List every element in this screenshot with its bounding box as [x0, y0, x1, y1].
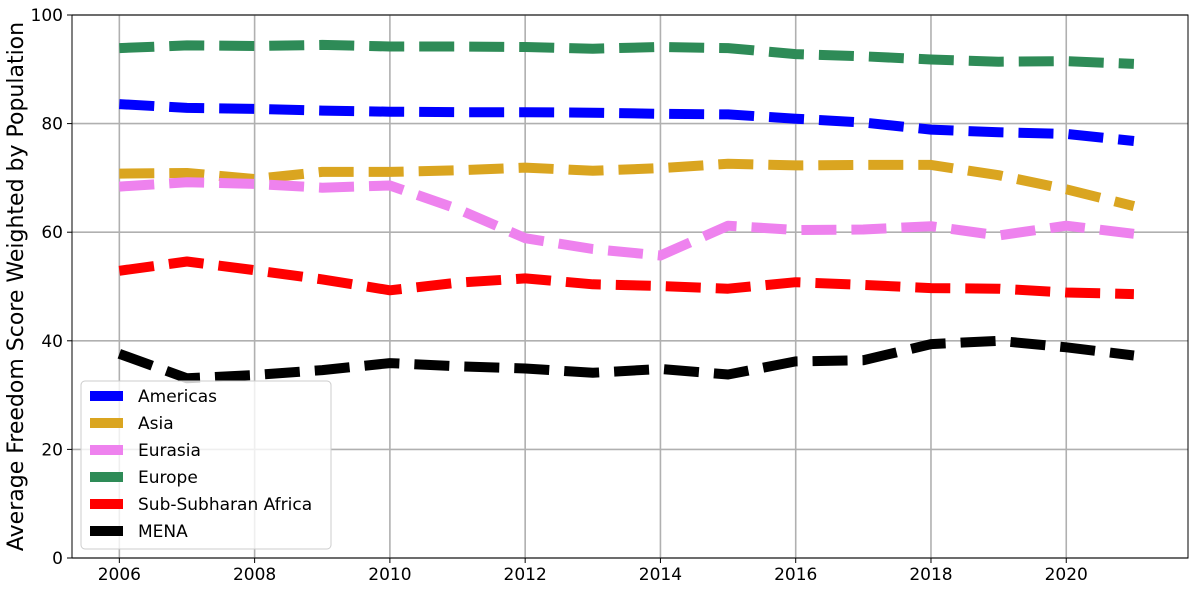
series-line-sub-subharan-africa — [118, 256, 1135, 300]
y-tick-label: 20 — [41, 440, 63, 460]
x-tick-label: 2018 — [909, 565, 952, 585]
series-line-eurasia — [118, 177, 1135, 261]
legend-label: Asia — [138, 414, 174, 434]
y-axis-title: Average Freedom Score Weighted by Popula… — [4, 22, 29, 551]
x-tick-label: 2010 — [368, 565, 411, 585]
legend: Americas Asia Eurasia Europe Sub-Subharan Af… — [80, 380, 332, 550]
series-line-europe — [119, 39, 1135, 69]
legend-label: Europe — [138, 468, 198, 488]
x-tick-label: 2014 — [639, 565, 682, 585]
series-line-mena — [117, 335, 1135, 384]
x-tick-label: 2020 — [1045, 565, 1088, 585]
x-tick-label: 2016 — [774, 565, 817, 585]
y-tick-label: 80 — [41, 115, 63, 135]
series-line-asia — [119, 158, 1136, 211]
x-tick-label: 2008 — [233, 565, 276, 585]
legend-label: Sub-Subharan Africa — [138, 495, 312, 515]
y-tick-label: 60 — [41, 223, 63, 243]
plot-frame — [71, 14, 1189, 559]
legend-box — [80, 380, 332, 550]
legend-label: MENA — [138, 522, 188, 542]
axis-ticks: 2006 2008 2010 2012 2014 2016 2018 2020 0 20 40 60 8… — [31, 6, 1088, 585]
y-tick-label: 40 — [41, 332, 63, 352]
series-lines — [117, 39, 1136, 384]
y-tick-label: 100 — [31, 6, 63, 26]
legend-label: Eurasia — [138, 441, 201, 461]
y-tick-label: 0 — [52, 549, 63, 569]
x-tick-label: 2012 — [504, 565, 547, 585]
legend-label: Americas — [138, 387, 217, 407]
x-tick-label: 2006 — [98, 565, 141, 585]
series-line-americas — [119, 99, 1135, 146]
